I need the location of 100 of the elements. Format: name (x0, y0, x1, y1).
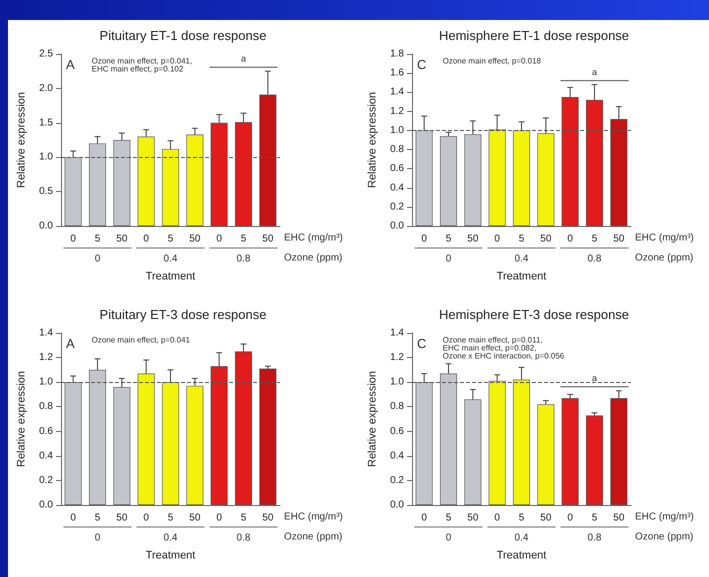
x-tick-label: 0 (216, 234, 222, 244)
annotation: A (66, 336, 75, 351)
x-tick-label: 5 (518, 512, 525, 524)
y-tick-label: 0.6 (390, 163, 404, 174)
y-tick-label: 1.0 (39, 152, 54, 163)
text: 0.4 (514, 254, 529, 264)
x-tick-label: 50 (613, 234, 625, 244)
y-axis-title: Relative expression (366, 371, 378, 467)
annotation: a (592, 373, 598, 384)
text: 0.4 (164, 532, 178, 544)
y-tick-label: 1.2 (39, 352, 54, 364)
y-tick-label: 0.4 (39, 450, 54, 462)
annotation: C (417, 57, 426, 72)
text: EHC (mg/m³) (635, 232, 694, 244)
y-tick-label: 0.8 (390, 401, 404, 412)
annotation: Ozone main effect, p=0.041, EHC main effect, p=0.102 (92, 56, 192, 74)
x-axis-title: Treatment (146, 270, 196, 282)
text: Ozone (ppm) (284, 532, 342, 542)
x-tick-label: 0 (421, 234, 428, 244)
x-axis-title: Treatment (496, 270, 546, 282)
x-tick-label: 5 (446, 512, 452, 524)
y-tick-label: 0.6 (39, 426, 54, 437)
y-tick-label: 0.2 (39, 474, 54, 486)
annotation: a (240, 54, 246, 64)
text: 0.8 (236, 532, 251, 544)
x-tick-label: 50 (540, 234, 552, 244)
x-tick-label: 0 (567, 234, 574, 244)
x-tick-label: 0 (143, 512, 150, 524)
x-tick-label: 50 (613, 512, 625, 524)
x-tick-label: 5 (592, 512, 598, 524)
x-tick-label: 50 (189, 512, 201, 524)
x-tick-label: 0 (494, 512, 500, 524)
bar (586, 415, 604, 505)
y-tick-label: 0.0 (39, 220, 54, 232)
x-tick-label: 50 (189, 234, 201, 244)
text: 0.8 (236, 254, 251, 264)
bar (562, 398, 579, 505)
y-tick-label: 1.6 (390, 68, 404, 79)
x-tick-label: 5 (518, 234, 525, 244)
bar (113, 387, 130, 505)
y-axis-title: Relative expression (16, 371, 28, 467)
chart-title: Hemisphere ET-1 dose response (438, 28, 630, 43)
y-tick-label: 1.4 (39, 328, 54, 338)
bar (464, 134, 482, 226)
y-tick-label: 0.5 (39, 186, 54, 198)
x-tick-label: 50 (540, 512, 552, 524)
x-tick-label: 50 (262, 234, 274, 244)
text: 0 (94, 532, 101, 544)
x-tick-label: 0 (216, 512, 222, 524)
y-tick-label: 1.8 (390, 48, 404, 60)
x-tick-label: 50 (116, 234, 128, 244)
x-axis-title: Treatment (496, 550, 546, 562)
x-tick-label: 50 (116, 512, 128, 524)
bar (186, 386, 204, 505)
text: 0.4 (514, 532, 529, 544)
y-tick-label: 1.2 (390, 352, 404, 364)
bar (440, 136, 458, 226)
y-tick-label: 0.8 (39, 401, 54, 412)
text: 0.4 (164, 254, 178, 264)
x-tick-label: 0 (567, 512, 574, 524)
x-tick-label: 50 (467, 512, 479, 524)
y-tick-label: 0.8 (390, 144, 404, 156)
annotation: C (417, 336, 426, 351)
x-tick-label: 5 (168, 512, 174, 524)
y-tick-label: 0.2 (390, 201, 404, 212)
text: Ozone (ppm) (635, 532, 694, 542)
x-tick-label: 5 (94, 512, 101, 524)
y-tick-label: 0.4 (390, 450, 404, 462)
y-tick-label: 1.5 (39, 117, 54, 128)
y-tick-label: 2.0 (39, 82, 54, 94)
bar (537, 404, 554, 505)
annotation: A (66, 57, 75, 72)
x-axis-title: Treatment (146, 550, 196, 562)
y-tick-label: 0.0 (39, 500, 54, 510)
x-tick-label: 50 (467, 234, 479, 244)
bar (537, 133, 554, 226)
chart-title: Pituitary ET-3 dose response (100, 307, 266, 322)
x-tick-label: 0 (70, 234, 76, 244)
annotation: a (592, 67, 598, 78)
x-tick-label: 5 (240, 234, 247, 244)
text: 0.8 (588, 532, 602, 544)
text: EHC (mg/m³) (635, 512, 694, 522)
x-tick-label: 50 (262, 512, 274, 524)
x-tick-label: 0 (421, 512, 428, 524)
y-axis-title: Relative expression (16, 92, 28, 188)
y-tick-label: 1.0 (39, 376, 54, 388)
text: 0.8 (588, 254, 602, 264)
text: EHC (mg/m³) (284, 232, 343, 244)
y-tick-label: 0.4 (390, 182, 404, 194)
y-tick-label: 0.6 (390, 426, 404, 437)
bar (464, 399, 482, 505)
text: EHC (mg/m³) (284, 512, 343, 522)
bar (610, 398, 628, 505)
y-tick-label: 0.2 (390, 474, 404, 486)
y-tick-label: 1.4 (390, 328, 404, 338)
y-tick-label: 1.0 (390, 376, 404, 388)
x-tick-label: 5 (240, 512, 247, 524)
y-tick-label: 1.2 (390, 106, 404, 117)
y-tick-label: 0.0 (390, 220, 404, 232)
text: Ozone (ppm) (635, 252, 694, 264)
